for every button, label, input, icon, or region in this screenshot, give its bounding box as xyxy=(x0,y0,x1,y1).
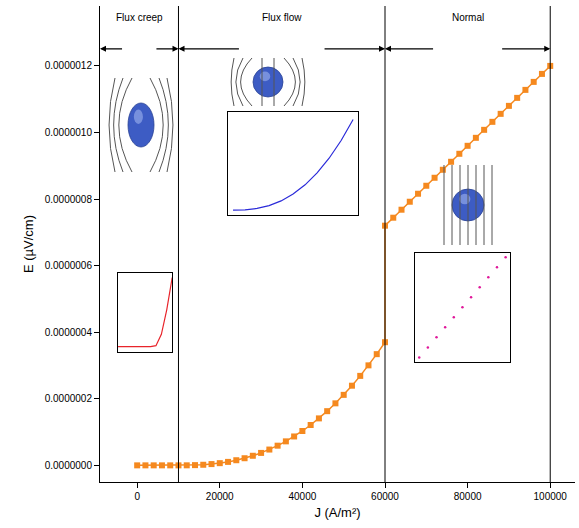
svg-text:40000: 40000 xyxy=(288,491,316,502)
svg-text:J (A/m²): J (A/m²) xyxy=(314,505,360,520)
svg-text:Flux flow: Flux flow xyxy=(262,12,302,23)
svg-text:0.0000006: 0.0000006 xyxy=(45,260,93,271)
svg-text:0.0000000: 0.0000000 xyxy=(45,460,93,471)
svg-text:E (µV/cm): E (µV/cm) xyxy=(21,215,36,273)
svg-text:Normal: Normal xyxy=(452,12,484,23)
svg-text:0.0000012: 0.0000012 xyxy=(45,60,93,71)
svg-text:0.0000010: 0.0000010 xyxy=(45,127,93,138)
svg-text:60000: 60000 xyxy=(371,491,399,502)
svg-text:0.0000004: 0.0000004 xyxy=(45,327,93,338)
svg-text:0: 0 xyxy=(134,491,140,502)
svg-text:Flux creep: Flux creep xyxy=(116,12,163,23)
svg-text:80000: 80000 xyxy=(454,491,482,502)
svg-text:0.0000002: 0.0000002 xyxy=(45,393,93,404)
svg-text:100000: 100000 xyxy=(534,491,568,502)
svg-text:20000: 20000 xyxy=(206,491,234,502)
svg-text:0.0000008: 0.0000008 xyxy=(45,194,93,205)
